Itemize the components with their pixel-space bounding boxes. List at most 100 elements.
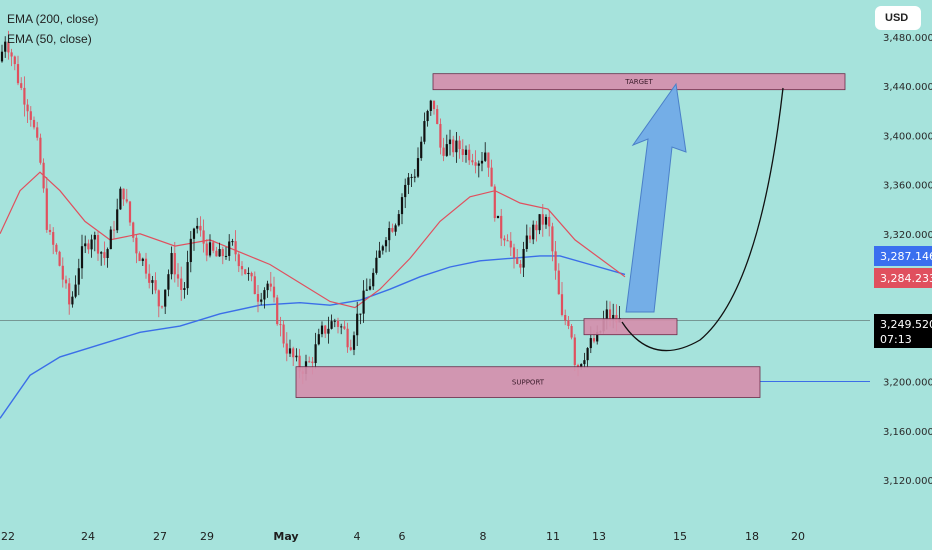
candle-body: [77, 268, 80, 285]
candle-body: [80, 246, 84, 269]
candle-body: [541, 214, 544, 225]
candle-body: [269, 283, 272, 287]
candle-body: [346, 328, 349, 348]
candle-body: [410, 176, 413, 178]
candle-body: [42, 162, 45, 189]
candle-body: [288, 348, 292, 354]
y-tick-label: 3,120.000: [883, 476, 932, 487]
candle-body: [74, 284, 77, 297]
x-tick-label: 24: [81, 530, 95, 543]
candle-body: [573, 337, 576, 366]
target-zone-label: TARGET: [624, 78, 653, 86]
candle-body: [215, 250, 218, 257]
candle-body: [84, 243, 87, 247]
entry-zone[interactable]: [583, 318, 678, 336]
candle-body: [237, 254, 240, 267]
candle-body: [208, 242, 212, 256]
x-tick-label: 18: [745, 530, 759, 543]
candle-body: [295, 355, 298, 358]
candle-body: [266, 283, 269, 291]
candle-body: [349, 347, 352, 350]
candle-body: [285, 343, 288, 354]
candle-body: [340, 326, 343, 328]
candle-body: [432, 100, 436, 110]
candle-body: [96, 234, 100, 254]
candle-body: [416, 158, 420, 177]
candle-body: [240, 266, 244, 270]
candle-body: [272, 286, 276, 298]
candle-body: [180, 278, 183, 290]
candle-body: [605, 309, 608, 319]
candle-body: [276, 297, 279, 325]
candle-body: [317, 334, 320, 345]
candle-body: [183, 288, 186, 290]
candle-body: [464, 149, 468, 155]
candle-body: [202, 230, 205, 244]
candle-body: [522, 248, 525, 268]
candle-body: [109, 229, 112, 250]
candle-body: [557, 270, 560, 295]
candle-body: [532, 224, 535, 240]
candle-body: [570, 325, 573, 338]
candle-body: [170, 253, 173, 275]
candle-body: [496, 215, 500, 219]
candle-body: [404, 184, 407, 198]
candle-body: [154, 280, 157, 291]
candle-body: [519, 263, 522, 268]
candle-body: [458, 140, 461, 150]
candle-body: [426, 111, 429, 122]
candle-body: [112, 229, 116, 231]
legend-ema50[interactable]: EMA (50, close): [7, 32, 92, 46]
candle-body: [119, 188, 122, 210]
candle-body: [480, 160, 484, 164]
ema50-line[interactable]: [0, 171, 626, 309]
candle-body: [186, 262, 189, 289]
candle-body: [90, 239, 93, 250]
ema200-line[interactable]: [0, 255, 626, 419]
candle-body: [471, 160, 474, 163]
candle-body: [525, 235, 528, 249]
candle-body: [333, 320, 336, 322]
candle-body: [164, 289, 167, 307]
target-zone[interactable]: [432, 73, 846, 91]
candle-body: [135, 237, 138, 254]
target-arrow[interactable]: [625, 82, 687, 313]
candle-body: [87, 243, 90, 250]
legend-ema200[interactable]: EMA (200, close): [7, 12, 99, 26]
candle-body: [122, 188, 125, 200]
candle-body: [298, 355, 301, 372]
candle-body: [234, 241, 237, 255]
support-zone[interactable]: [295, 366, 761, 398]
candle-body: [538, 214, 541, 231]
x-tick-label: May: [273, 530, 298, 543]
candle-body: [436, 109, 439, 124]
candle-body: [0, 51, 4, 62]
candle-body: [452, 139, 455, 153]
candle-body: [244, 269, 247, 274]
candle-body: [93, 234, 96, 240]
candle-body: [212, 242, 215, 251]
candle-body: [359, 313, 362, 315]
y-tick-label: 3,320.000: [883, 230, 932, 241]
candle-body: [292, 348, 295, 358]
x-tick-label: 11: [546, 530, 560, 543]
candle-body: [167, 274, 170, 290]
candle-body: [106, 249, 109, 258]
candle-body: [490, 167, 493, 187]
candle-body: [36, 127, 39, 138]
candle-body: [548, 216, 551, 227]
projection-curve[interactable]: [621, 87, 784, 352]
candle-body: [125, 199, 128, 202]
candle-body: [365, 289, 368, 291]
candle-body: [173, 253, 176, 275]
x-tick-label: 22: [1, 530, 15, 543]
candle-body: [221, 249, 224, 257]
y-tick-label: 3,360.000: [883, 181, 932, 192]
candle-body: [199, 225, 202, 231]
currency-button[interactable]: USD: [875, 6, 921, 30]
candle-body: [103, 252, 106, 258]
candle-body: [157, 290, 160, 307]
candle-body: [29, 111, 32, 120]
x-tick-label: 4: [354, 530, 361, 543]
